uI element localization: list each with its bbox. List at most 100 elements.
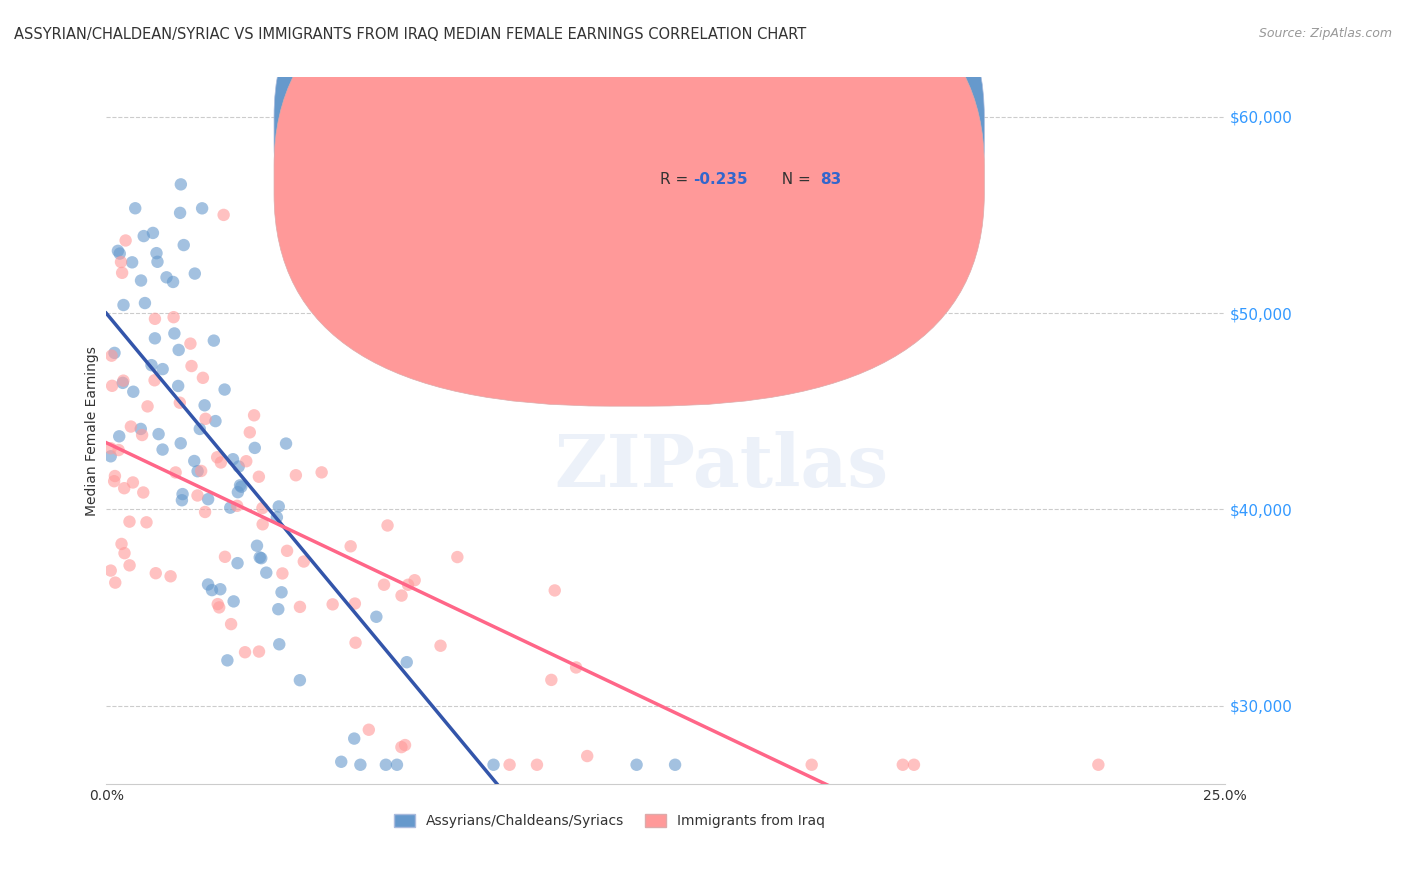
Point [141,358,163,372]
Point [183,454,205,468]
FancyBboxPatch shape [274,0,984,406]
Point [122,384,145,399]
Point [254,566,277,580]
Point [162,275,184,289]
Point [190,464,212,478]
Point [266,510,288,524]
Point [274,436,297,450]
Point [565,660,588,674]
Point [132,485,155,500]
Point [152,362,174,376]
Point [349,757,371,772]
Point [186,488,208,502]
Point [229,478,252,492]
Point [104,469,127,483]
Point [163,326,186,341]
Point [311,466,333,480]
Point [103,346,125,360]
Point [288,673,311,688]
Point [162,310,184,325]
Point [112,374,135,388]
Point [197,492,219,507]
Point [173,238,195,252]
Point [143,331,166,345]
Point [243,441,266,455]
Point [131,428,153,442]
Point [446,550,468,565]
Point [101,379,124,393]
Point [201,583,224,598]
Point [179,336,201,351]
Point [429,639,451,653]
Point [209,582,232,597]
Y-axis label: Median Female Earnings: Median Female Earnings [86,346,100,516]
Point [339,539,361,553]
Point [391,589,413,603]
Point [134,296,156,310]
Point [209,455,232,469]
Point [205,450,228,465]
Point [214,383,236,397]
Point [343,597,366,611]
Point [194,505,217,519]
Point [148,427,170,442]
Point [155,270,177,285]
Point [344,636,367,650]
Point [188,422,211,436]
Point [246,539,269,553]
Point [180,359,202,373]
Point [111,266,134,280]
Point [136,400,159,414]
Point [226,499,249,513]
Point [284,468,307,483]
Point [202,334,225,348]
Point [132,229,155,244]
Point [374,757,396,772]
Point [100,349,122,363]
Point [377,518,399,533]
Point [395,655,418,669]
Point [664,757,686,772]
Point [100,450,122,464]
Point [385,757,408,772]
Point [145,246,167,260]
Point [143,311,166,326]
Point [208,600,231,615]
Point [222,594,245,608]
Point [212,208,235,222]
Point [110,537,132,551]
Point [146,254,169,268]
Point [112,298,135,312]
Point [626,757,648,772]
Point [145,566,167,581]
Point [1087,757,1109,772]
Point [129,273,152,287]
Point [114,546,136,560]
Point [396,578,419,592]
Point [107,244,129,258]
Point [111,376,134,390]
Point [114,234,136,248]
FancyBboxPatch shape [588,106,967,219]
Point [143,373,166,387]
Text: N =: N = [772,172,815,187]
Point [204,414,226,428]
Text: 77: 77 [820,123,841,138]
Point [540,673,562,687]
Point [249,550,271,565]
Point [217,653,239,667]
Point [194,398,217,412]
Text: N =: N = [772,123,815,138]
Point [170,493,193,508]
Point [267,500,290,514]
Point [250,551,273,566]
Text: -0.273: -0.273 [693,123,748,138]
Point [576,749,599,764]
Point [107,443,129,458]
Point [271,566,294,581]
Point [247,469,270,483]
Point [252,517,274,532]
Point [366,609,388,624]
Point [104,575,127,590]
Point [544,583,567,598]
